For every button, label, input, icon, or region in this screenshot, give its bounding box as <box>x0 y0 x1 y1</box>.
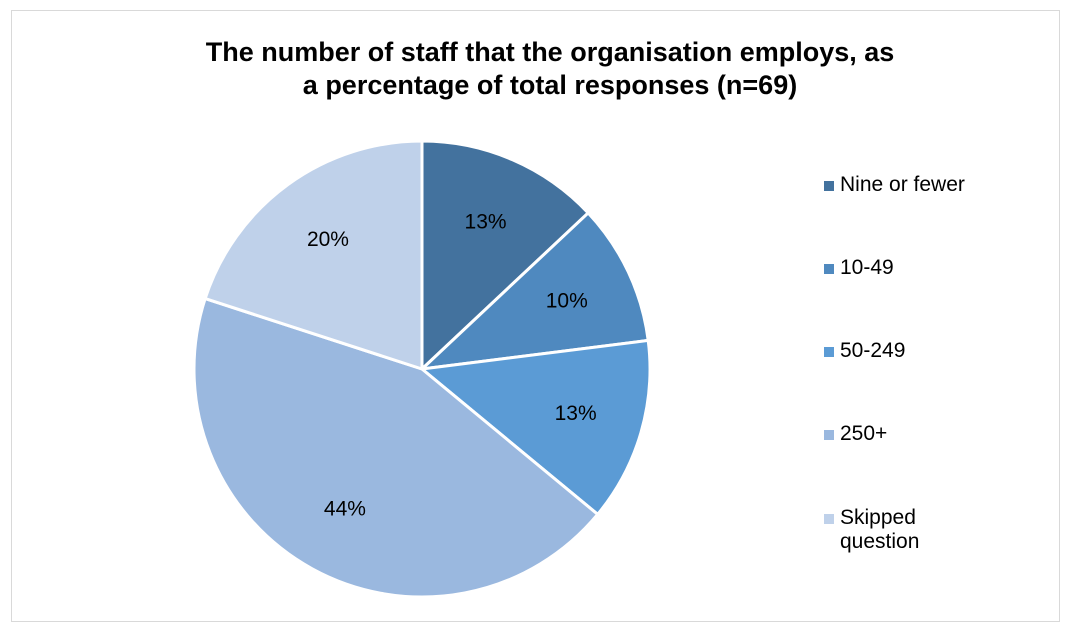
legend-swatch <box>824 181 834 191</box>
legend-label: Skipped question <box>840 506 920 553</box>
pie-slice-250-plus <box>192 296 600 599</box>
pie-slice-nine-or-fewer <box>420 139 591 373</box>
legend-label: 250+ <box>840 422 888 445</box>
legend-swatch <box>824 430 834 440</box>
data-label-50-249: 13% <box>555 402 597 425</box>
pie-slice-skipped-question <box>203 139 424 372</box>
data-label-nine-or-fewer: 13% <box>465 211 507 234</box>
pie-slice-10-49 <box>417 210 650 372</box>
pie-slice-50-249 <box>418 338 652 517</box>
chart-title: The number of staff that the organisatio… <box>0 36 1066 102</box>
chart-title-line-2: a percentage of total responses (n=69) <box>302 70 798 100</box>
legend-label: Nine or fewer <box>840 173 965 196</box>
legend-label: 10-49 <box>840 256 894 279</box>
data-label-skipped-question: 20% <box>307 228 349 251</box>
legend-swatch <box>824 264 834 274</box>
legend-swatch <box>824 514 834 524</box>
legend-label: 50-249 <box>840 339 906 362</box>
chart-title-line-1: The number of staff that the organisatio… <box>205 37 895 67</box>
data-label-10-49: 10% <box>546 289 588 312</box>
legend-swatch <box>824 347 834 357</box>
data-label-250-plus: 44% <box>324 498 366 521</box>
